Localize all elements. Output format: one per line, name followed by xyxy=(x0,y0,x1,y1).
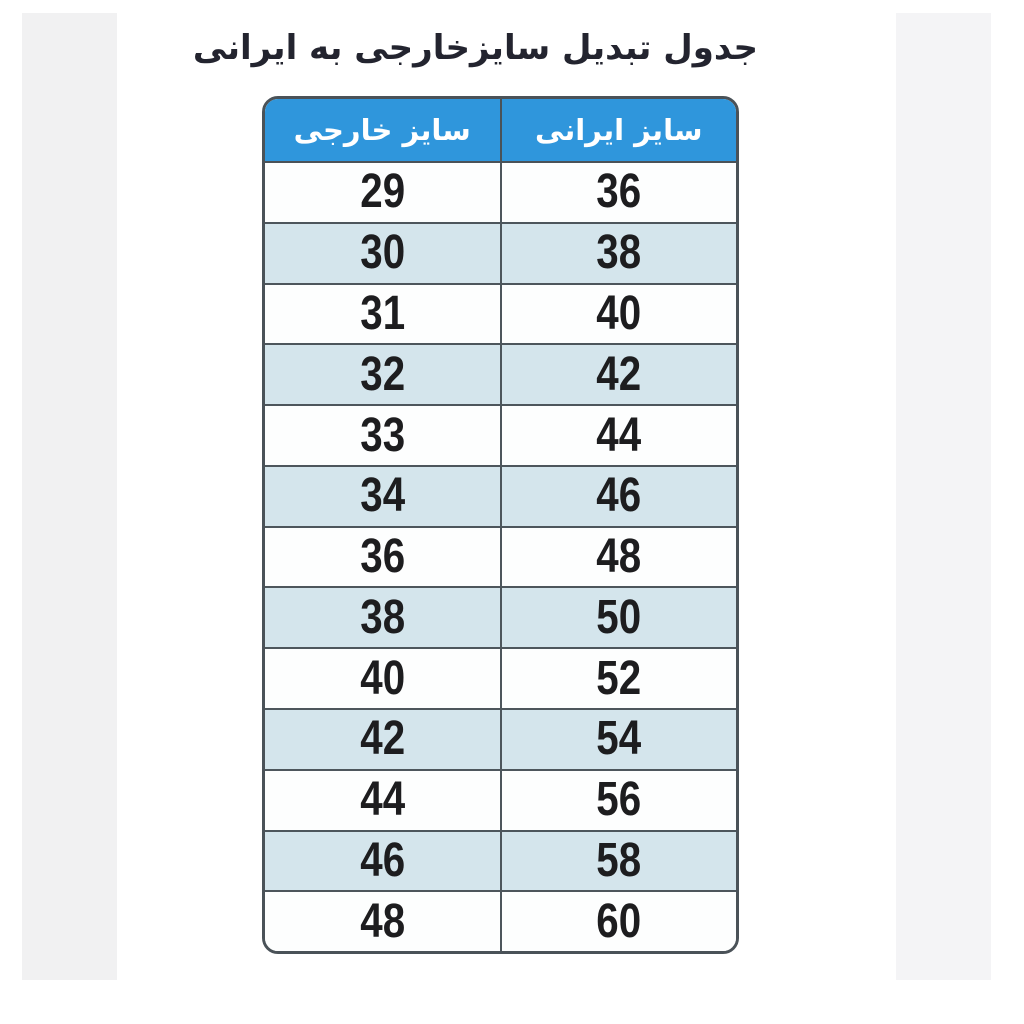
foreign-size-value: 40 xyxy=(359,651,405,705)
iranian-size-value: 58 xyxy=(596,833,642,887)
table-row: 31 40 xyxy=(265,282,736,346)
iranian-size-cell: 54 xyxy=(499,708,736,771)
iranian-size-cell: 44 xyxy=(499,404,736,467)
table-row: 38 50 xyxy=(265,586,736,650)
foreign-size-value: 29 xyxy=(359,165,405,219)
foreign-size-cell: 36 xyxy=(265,525,502,589)
size-table: سایز خارجی سایز ایرانی 29 36 30 38 31 40 xyxy=(265,99,736,951)
table-row: 40 52 xyxy=(265,647,736,711)
foreign-size-value: 33 xyxy=(359,408,405,462)
foreign-size-cell: 31 xyxy=(265,282,502,346)
table-row: 30 38 xyxy=(265,221,736,285)
iranian-size-cell: 46 xyxy=(499,464,736,528)
table-row: 48 60 xyxy=(265,890,736,951)
iranian-size-cell: 60 xyxy=(499,890,736,951)
iranian-size-cell: 38 xyxy=(499,221,736,285)
foreign-size-cell: 38 xyxy=(265,586,502,650)
foreign-size-value: 48 xyxy=(359,894,405,948)
iranian-size-value: 54 xyxy=(596,712,642,766)
table-row: 33 44 xyxy=(265,404,736,467)
iranian-size-cell: 40 xyxy=(499,282,736,346)
table-row: 42 54 xyxy=(265,708,736,771)
foreign-size-value: 38 xyxy=(359,590,405,644)
foreign-size-value: 30 xyxy=(359,226,405,280)
table-row: 34 46 xyxy=(265,464,736,528)
size-conversion-table: سایز خارجی سایز ایرانی 29 36 30 38 31 40 xyxy=(262,96,739,954)
foreign-size-cell: 44 xyxy=(265,768,502,832)
foreign-size-cell: 33 xyxy=(265,404,502,467)
table-row: 46 58 xyxy=(265,829,736,893)
foreign-size-cell: 30 xyxy=(265,221,502,285)
foreign-size-value: 44 xyxy=(359,773,405,827)
foreign-size-value: 36 xyxy=(359,530,405,584)
iranian-size-value: 60 xyxy=(596,894,642,948)
left-gray-strip xyxy=(22,13,117,980)
iranian-size-cell: 50 xyxy=(499,586,736,650)
right-gray-strip xyxy=(896,13,991,980)
iranian-size-value: 42 xyxy=(596,347,642,401)
iranian-size-value: 44 xyxy=(596,408,642,462)
iranian-size-cell: 56 xyxy=(499,768,736,832)
iranian-size-cell: 52 xyxy=(499,647,736,711)
column-header-iranian-size: سایز ایرانی xyxy=(499,99,736,163)
header-row: سایز خارجی سایز ایرانی xyxy=(265,99,736,163)
iranian-size-cell: 36 xyxy=(499,161,736,224)
table-row: 29 36 xyxy=(265,161,736,224)
foreign-size-cell: 48 xyxy=(265,890,502,951)
foreign-size-cell: 34 xyxy=(265,464,502,528)
foreign-size-value: 46 xyxy=(359,833,405,887)
table-row: 32 42 xyxy=(265,343,736,407)
foreign-size-value: 32 xyxy=(359,347,405,401)
foreign-size-value: 31 xyxy=(359,286,405,340)
foreign-size-cell: 46 xyxy=(265,829,502,893)
foreign-size-value: 34 xyxy=(359,469,405,523)
iranian-size-value: 40 xyxy=(596,286,642,340)
iranian-size-cell: 48 xyxy=(499,525,736,589)
iranian-size-value: 46 xyxy=(596,469,642,523)
foreign-size-value: 42 xyxy=(359,712,405,766)
table-row: 44 56 xyxy=(265,768,736,832)
foreign-size-cell: 32 xyxy=(265,343,502,407)
iranian-size-cell: 58 xyxy=(499,829,736,893)
table-row: 36 48 xyxy=(265,525,736,589)
iranian-size-value: 36 xyxy=(596,165,642,219)
foreign-size-cell: 40 xyxy=(265,647,502,711)
foreign-size-cell: 42 xyxy=(265,708,502,771)
page-title: جدول تبدیل سایزخارجی به ایرانی xyxy=(192,28,758,68)
iranian-size-value: 56 xyxy=(596,773,642,827)
iranian-size-value: 38 xyxy=(596,226,642,280)
iranian-size-cell: 42 xyxy=(499,343,736,407)
iranian-size-value: 50 xyxy=(596,590,642,644)
iranian-size-value: 48 xyxy=(596,530,642,584)
column-header-foreign-size: سایز خارجی xyxy=(265,99,502,163)
iranian-size-value: 52 xyxy=(596,651,642,705)
foreign-size-cell: 29 xyxy=(265,161,502,224)
